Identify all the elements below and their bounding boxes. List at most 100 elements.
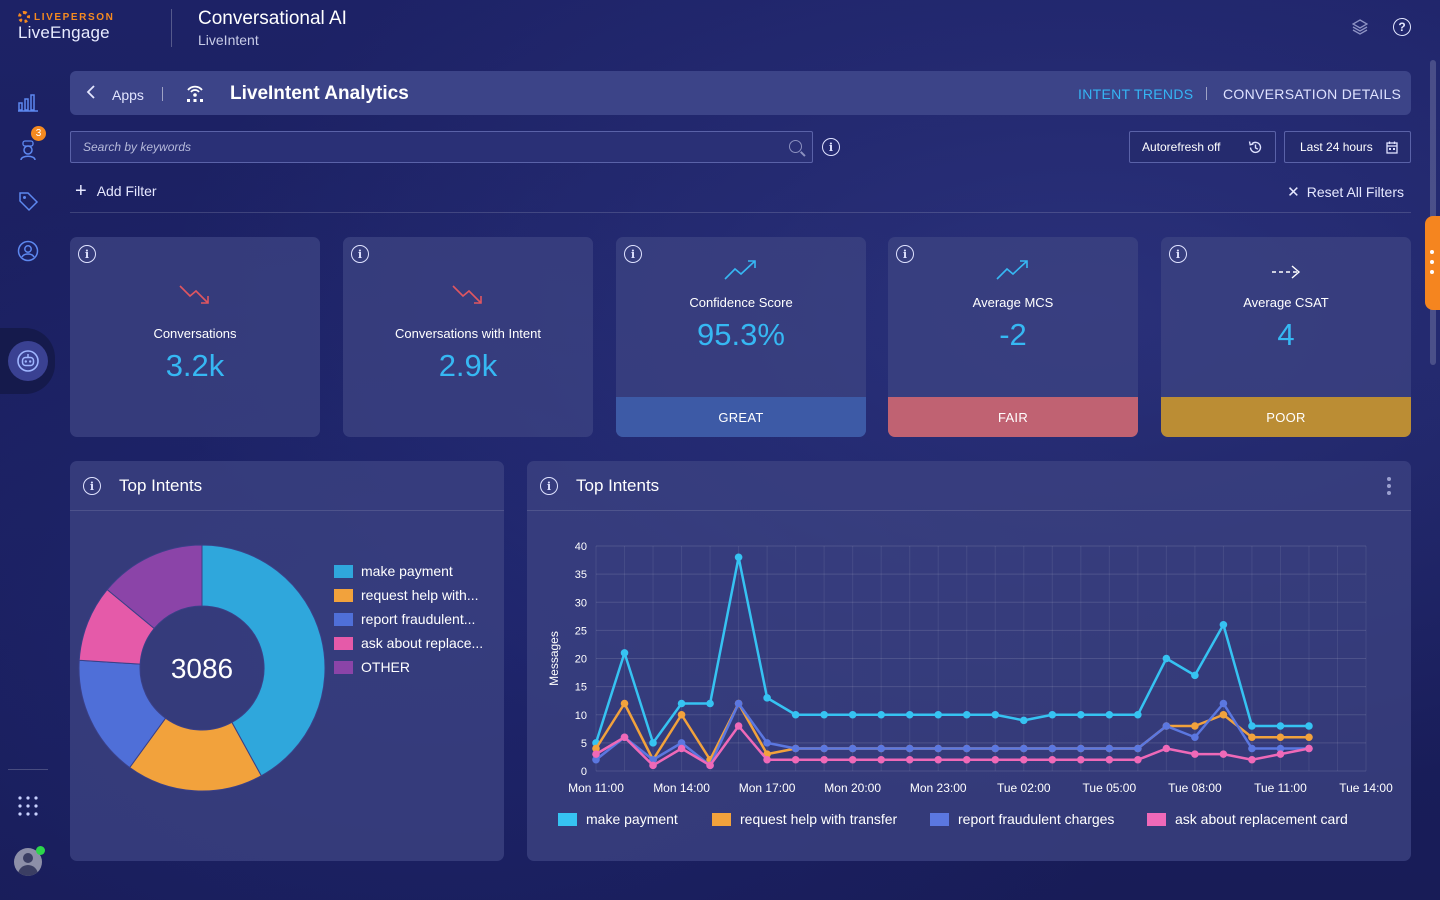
data-point[interactable] bbox=[1105, 744, 1114, 753]
pie-legend-item[interactable]: request help with... bbox=[334, 587, 479, 603]
data-point[interactable] bbox=[620, 699, 629, 708]
data-point[interactable] bbox=[1248, 755, 1256, 764]
line-legend-item[interactable]: report fraudulent charges bbox=[930, 811, 1114, 827]
liveperson-logo[interactable]: LIVEPERSON LiveEngage bbox=[18, 11, 114, 43]
data-point[interactable] bbox=[905, 710, 914, 719]
data-point[interactable] bbox=[620, 649, 629, 657]
data-point[interactable] bbox=[1105, 710, 1114, 719]
layers-icon[interactable] bbox=[1349, 16, 1371, 38]
data-point[interactable] bbox=[1077, 755, 1085, 764]
data-point[interactable] bbox=[1276, 733, 1285, 742]
info-icon[interactable]: i bbox=[83, 477, 101, 495]
data-point[interactable] bbox=[934, 755, 943, 764]
data-point[interactable] bbox=[877, 744, 885, 753]
pie-legend-item[interactable]: OTHER bbox=[334, 659, 410, 675]
series-line[interactable] bbox=[594, 556, 1309, 745]
data-point[interactable] bbox=[791, 755, 800, 764]
data-point[interactable] bbox=[791, 710, 800, 719]
side-drawer-tab[interactable] bbox=[1425, 216, 1440, 310]
data-point[interactable] bbox=[848, 755, 857, 764]
back-button[interactable] bbox=[86, 84, 96, 105]
data-point[interactable] bbox=[1105, 755, 1114, 764]
info-icon[interactable]: i bbox=[540, 477, 558, 495]
data-point[interactable] bbox=[1219, 750, 1228, 758]
data-point[interactable] bbox=[1191, 733, 1199, 742]
sidebar-item-tags[interactable] bbox=[14, 187, 42, 215]
line-legend-item[interactable]: make payment bbox=[558, 811, 678, 827]
data-point[interactable] bbox=[820, 710, 828, 719]
data-point[interactable] bbox=[791, 744, 800, 753]
data-point[interactable] bbox=[1019, 755, 1028, 764]
page-scrollbar[interactable] bbox=[1430, 60, 1436, 365]
time-range-button[interactable]: Last 24 hours bbox=[1284, 131, 1411, 163]
data-point[interactable] bbox=[1305, 722, 1313, 730]
reset-filters-button[interactable]: ✕ Reset All Filters bbox=[1287, 183, 1404, 201]
data-point[interactable] bbox=[1276, 722, 1285, 730]
data-point[interactable] bbox=[677, 739, 686, 747]
data-point[interactable] bbox=[592, 744, 600, 753]
pie-slice[interactable] bbox=[201, 544, 326, 777]
data-point[interactable] bbox=[905, 755, 914, 764]
data-point[interactable] bbox=[1305, 733, 1313, 742]
data-point[interactable] bbox=[1162, 654, 1171, 663]
data-point[interactable] bbox=[1276, 744, 1285, 753]
data-point[interactable] bbox=[1019, 744, 1028, 753]
data-point[interactable] bbox=[677, 699, 686, 708]
pie-legend-item[interactable]: ask about replace... bbox=[334, 635, 483, 651]
data-point[interactable] bbox=[905, 744, 914, 753]
data-point[interactable] bbox=[1248, 744, 1256, 753]
data-point[interactable] bbox=[1191, 722, 1199, 730]
data-point[interactable] bbox=[1219, 620, 1228, 629]
data-point[interactable] bbox=[877, 710, 885, 719]
data-point[interactable] bbox=[991, 710, 1000, 719]
info-icon[interactable]: i bbox=[351, 245, 369, 263]
data-point[interactable] bbox=[934, 710, 943, 719]
data-point[interactable] bbox=[706, 761, 714, 770]
data-point[interactable] bbox=[763, 694, 771, 702]
data-point[interactable] bbox=[820, 755, 828, 764]
tab-conversation-details[interactable]: CONVERSATION DETAILS bbox=[1223, 86, 1402, 102]
data-point[interactable] bbox=[734, 722, 743, 730]
info-icon[interactable]: i bbox=[1169, 245, 1187, 263]
add-filter-button[interactable]: + Add Filter bbox=[75, 181, 157, 201]
sidebar-item-conversational-ai[interactable] bbox=[8, 341, 48, 381]
search-icon[interactable] bbox=[789, 140, 802, 153]
data-point[interactable] bbox=[1048, 744, 1057, 753]
pie-slice[interactable] bbox=[129, 717, 262, 792]
sidebar-item-analytics[interactable] bbox=[14, 87, 42, 115]
search-input[interactable] bbox=[71, 132, 812, 162]
data-point[interactable] bbox=[848, 710, 857, 719]
data-point[interactable] bbox=[1219, 710, 1228, 719]
autorefresh-button[interactable]: Autorefresh off bbox=[1129, 131, 1276, 163]
apps-grid-button[interactable] bbox=[14, 792, 42, 820]
data-point[interactable] bbox=[1191, 750, 1199, 758]
data-point[interactable] bbox=[763, 739, 771, 747]
more-options-icon[interactable] bbox=[1387, 477, 1391, 495]
data-point[interactable] bbox=[962, 755, 971, 764]
data-point[interactable] bbox=[620, 733, 629, 742]
data-point[interactable] bbox=[1219, 699, 1228, 708]
data-point[interactable] bbox=[1134, 755, 1142, 764]
pie-slice[interactable] bbox=[106, 544, 203, 630]
data-point[interactable] bbox=[1048, 710, 1057, 719]
data-point[interactable] bbox=[1162, 744, 1171, 753]
data-point[interactable] bbox=[649, 755, 657, 764]
data-point[interactable] bbox=[962, 710, 971, 719]
data-point[interactable] bbox=[763, 755, 771, 764]
data-point[interactable] bbox=[1134, 710, 1142, 719]
tab-intent-trends[interactable]: INTENT TRENDS bbox=[1078, 86, 1194, 102]
data-point[interactable] bbox=[1048, 755, 1057, 764]
info-icon[interactable]: i bbox=[896, 245, 914, 263]
data-point[interactable] bbox=[991, 755, 1000, 764]
data-point[interactable] bbox=[1248, 722, 1256, 730]
sidebar-item-users[interactable] bbox=[14, 237, 42, 265]
search-info-icon[interactable]: i bbox=[822, 138, 840, 156]
info-icon[interactable]: i bbox=[78, 245, 96, 263]
data-point[interactable] bbox=[649, 739, 657, 747]
data-point[interactable] bbox=[1077, 744, 1085, 753]
data-point[interactable] bbox=[1134, 744, 1142, 753]
line-legend-item[interactable]: request help with transfer bbox=[712, 811, 897, 827]
sidebar-item-bots[interactable] bbox=[14, 136, 42, 164]
apps-link[interactable]: Apps bbox=[112, 87, 144, 103]
data-point[interactable] bbox=[848, 744, 857, 753]
